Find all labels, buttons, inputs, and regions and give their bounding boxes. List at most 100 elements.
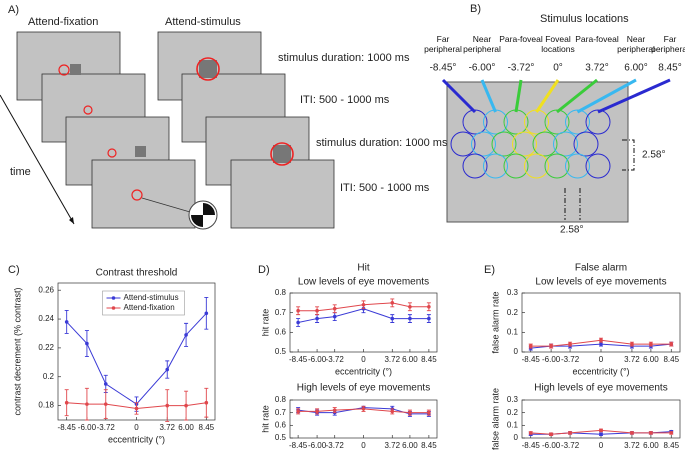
data-point — [332, 408, 337, 412]
location-arrow — [556, 78, 598, 114]
data-point — [165, 367, 170, 372]
location-ring — [553, 131, 578, 157]
data-point — [599, 342, 603, 346]
x-tick-label: 0 — [599, 355, 604, 364]
x-tick-label: 3.72 — [159, 423, 175, 432]
y-tick-label: 0.2 — [507, 308, 519, 317]
location-value: 3.72° — [585, 63, 608, 74]
chart-title: Low levels of eye movements — [298, 277, 429, 288]
data-point — [361, 407, 366, 411]
panel-label: E) — [484, 264, 495, 276]
data-point — [315, 316, 319, 321]
y-axis-label: false alarm rate — [490, 388, 500, 450]
location-name-text: Far peripheral — [651, 34, 685, 54]
x-axis-label: eccentricity (°) — [335, 366, 392, 376]
location-name-text: Near peripheral — [463, 34, 501, 54]
location-arrow — [576, 78, 637, 114]
dimension-lines — [564, 139, 635, 220]
x-tick-label: 3.72 — [384, 441, 400, 450]
data-point — [103, 382, 108, 386]
x-tick-label: -6.00 — [542, 355, 561, 364]
chart-title: High levels of eye movements — [534, 383, 667, 394]
x-tick-label: 6.00 — [643, 441, 659, 450]
x-tick-label: -6.00 — [308, 441, 327, 450]
location-ring — [462, 153, 488, 179]
location-name-text: Far peripheral — [424, 34, 462, 54]
location-ring — [544, 109, 570, 135]
x-tick-label: -8.45 — [522, 441, 541, 450]
data-point — [649, 431, 653, 435]
location-name: Near peripheral — [617, 34, 655, 54]
location-arrow — [441, 78, 477, 114]
panel-label: D) — [258, 264, 270, 276]
x-tick-label: -3.72 — [561, 355, 580, 364]
panel-label: B) — [470, 3, 481, 15]
arrow-head — [69, 217, 74, 224]
data-point — [315, 409, 319, 414]
y-tick-label: 0.7 — [275, 408, 287, 417]
x-axis-label: eccentricity (°) — [572, 366, 629, 376]
data-point — [64, 400, 69, 405]
location-name: Far peripheral — [424, 34, 462, 54]
data-point — [427, 316, 431, 321]
y-tick-label: 0.3 — [507, 288, 519, 297]
location-ring — [585, 153, 611, 179]
chart-title: Contrast threshold — [96, 268, 178, 279]
y-tick-label: 0.1 — [507, 327, 519, 336]
panel-label: A) — [8, 4, 19, 16]
x-tick-label: -6.00 — [542, 441, 561, 450]
x-tick-label: 0 — [361, 355, 366, 364]
screen — [446, 81, 629, 223]
data-point — [549, 432, 553, 437]
x-tick-label: 3.72 — [384, 355, 400, 364]
dimension-label: 2.58° — [560, 225, 583, 236]
chart-title: High levels of eye movements — [297, 383, 430, 394]
data-point — [568, 431, 572, 435]
location-name: Foveal locations — [541, 34, 575, 54]
data-point — [184, 403, 188, 408]
y-tick-label: 0.6 — [275, 420, 287, 429]
x-tick-label: -3.72 — [326, 355, 345, 364]
panel-a: A) Attend-fixation Attend-stimulus stimu… — [0, 4, 448, 230]
legend-label: Attend-fixation — [124, 303, 175, 312]
location-name-text: Para-foveal — [575, 34, 619, 44]
data-point — [549, 344, 553, 348]
data-point — [528, 431, 533, 435]
location-value: -6.00° — [469, 63, 496, 74]
x-tick-label: -8.45 — [58, 423, 77, 432]
y-tick-label: 0.8 — [275, 288, 287, 297]
x-tick-label: -6.00 — [78, 423, 97, 432]
data-point — [528, 344, 533, 348]
location-ring — [532, 131, 558, 157]
location-value: 0° — [553, 63, 563, 74]
panel-title: Stimulus locations — [540, 13, 629, 25]
data-point — [361, 303, 366, 307]
y-tick-label: 0.5 — [275, 433, 287, 442]
data-point — [64, 320, 69, 324]
location-ring — [491, 131, 517, 157]
data-point — [134, 406, 139, 411]
location-ring — [565, 153, 590, 179]
x-tick-label: 0 — [599, 441, 604, 450]
location-name: Para-foveal — [575, 34, 619, 44]
column-title: Attend-stimulus — [165, 16, 241, 28]
step-label: ITI: 500 - 1000 ms — [300, 94, 390, 106]
y-tick-label: 0 — [514, 347, 519, 356]
location-ring — [512, 131, 537, 157]
location-value: 8.45° — [658, 63, 681, 74]
x-tick-label: 6.00 — [402, 355, 418, 364]
location-ring — [524, 153, 549, 179]
stimuli — [58, 57, 294, 230]
step-label: stimulus duration: 1000 ms — [316, 137, 448, 149]
data-point — [85, 402, 89, 406]
y-tick-label: 0 — [514, 433, 519, 442]
y-tick-label: 0.2 — [43, 372, 55, 381]
x-tick-label: 8.45 — [199, 423, 215, 432]
group-title: Hit — [357, 263, 369, 274]
x-tick-label: 3.72 — [624, 441, 640, 450]
y-tick-label: 0.1 — [507, 420, 519, 429]
data-point — [184, 333, 188, 337]
x-tick-label: 3.72 — [624, 355, 640, 364]
x-tick-label: 6.00 — [402, 441, 418, 450]
y-axis-label: hit rate — [260, 405, 270, 433]
